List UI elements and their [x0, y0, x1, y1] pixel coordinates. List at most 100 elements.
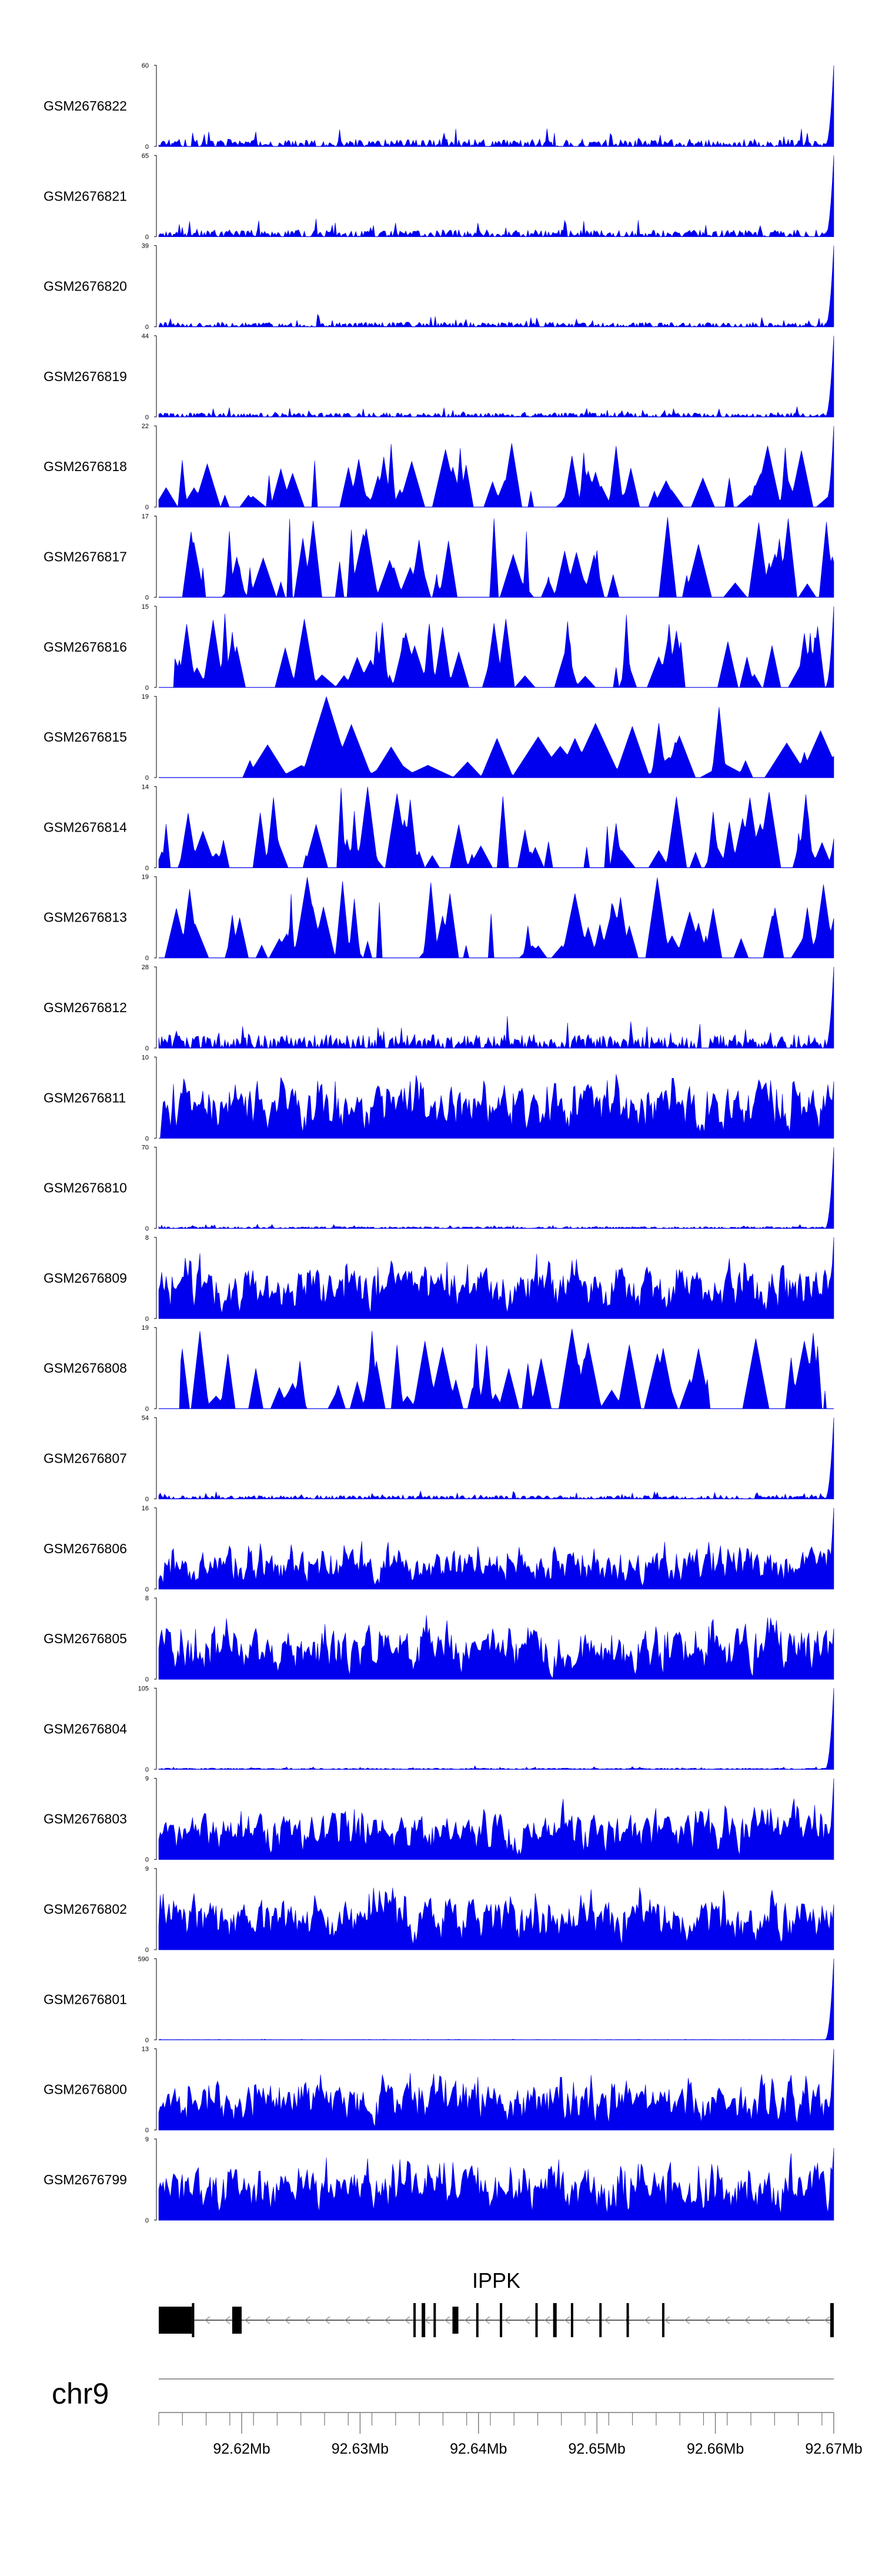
coverage-area	[158, 426, 834, 508]
y-axis-max-label: 10	[142, 1054, 149, 1061]
strand-arrow	[804, 2316, 810, 2324]
track-label: GSM2676820	[44, 279, 127, 294]
y-axis-min-label: 0	[145, 2217, 149, 2224]
track-label: GSM2676802	[44, 1901, 127, 1917]
gene-exon	[413, 2303, 416, 2337]
y-axis-min-label: 0	[145, 233, 149, 241]
track-label: GSM2676811	[44, 1090, 126, 1105]
strand-arrow	[724, 2316, 730, 2324]
coverage-track: GSM2676817 17 0	[44, 513, 834, 602]
gene-model: IPPK	[159, 2268, 834, 2337]
y-axis-max-label: 16	[142, 1505, 149, 1512]
coverage-area	[159, 606, 834, 688]
track-label: GSM2676800	[44, 2082, 127, 2097]
coverage-track: GSM2676813 19 0	[44, 874, 834, 962]
coverage-area	[158, 1147, 834, 1229]
strand-arrow	[784, 2316, 790, 2324]
strand-arrow	[285, 2316, 290, 2324]
coverage-area	[159, 696, 834, 778]
track-label: GSM2676818	[44, 459, 127, 474]
track-label: GSM2676816	[44, 639, 127, 655]
y-axis-max-label: 9	[145, 2136, 149, 2143]
strand-arrow	[684, 2316, 690, 2324]
coverage-track: GSM2676819 44 0	[44, 333, 834, 421]
coverage-area	[158, 2148, 834, 2221]
y-axis-max-label: 14	[142, 783, 149, 790]
gene-exon	[599, 2303, 602, 2337]
gene-exon	[452, 2307, 459, 2334]
coverage-track: GSM2676815 19 0	[44, 693, 834, 782]
gene-exon	[422, 2303, 426, 2337]
track-label: GSM2676813	[44, 910, 127, 925]
track-label: GSM2676806	[44, 1541, 127, 1556]
y-axis-max-label: 15	[142, 603, 149, 610]
track-label: GSM2676809	[44, 1270, 127, 1286]
strand-arrow	[265, 2316, 270, 2324]
coverage-area	[159, 517, 834, 598]
y-axis-min-label: 0	[145, 414, 149, 421]
y-axis-max-label: 8	[145, 1595, 149, 1602]
coverage-track: GSM2676821 65 0	[44, 152, 834, 241]
strand-arrow	[664, 2316, 670, 2324]
genome-axis: chr9 92.62Mb 92.63Mb 92.64Mb 92.65Mb 92.66Mb 9…	[52, 2377, 863, 2457]
strand-arrow	[245, 2316, 250, 2324]
y-axis-min-label: 0	[145, 595, 149, 602]
track-label: GSM2676821	[44, 188, 127, 203]
y-axis-max-label: 17	[142, 513, 149, 520]
coverage-track: GSM2676818 22 0	[44, 423, 834, 511]
coverage-area	[159, 1329, 834, 1409]
y-axis-max-label: 70	[142, 1144, 149, 1152]
coverage-area	[158, 155, 834, 238]
y-axis-min-label: 0	[145, 2037, 149, 2044]
track-label: GSM2676815	[44, 729, 127, 745]
y-axis-max-label: 44	[142, 333, 149, 340]
y-axis-min-label: 0	[145, 1135, 149, 1142]
coverage-track: GSM2676810 70 0	[44, 1144, 834, 1233]
y-axis-min-label: 0	[145, 865, 149, 872]
coverage-area	[158, 1958, 834, 2040]
track-label: GSM2676817	[44, 549, 127, 565]
coverage-track: GSM2676809 8 0	[44, 1234, 834, 1323]
track-label: GSM2676803	[44, 1811, 127, 1827]
strand-arrow	[524, 2316, 530, 2324]
track-label: GSM2676804	[44, 1721, 127, 1736]
y-axis-max-label: 19	[142, 693, 149, 700]
y-axis-max-label: 60	[142, 62, 149, 69]
strand-arrow	[764, 2316, 770, 2324]
coverage-track: GSM2676820 39 0	[44, 243, 834, 331]
y-axis-min-label: 0	[145, 1406, 149, 1413]
coverage-track: GSM2676805 8 0	[44, 1595, 834, 1683]
y-axis-min-label: 0	[145, 1947, 149, 1954]
coverage-area	[158, 1507, 834, 1590]
y-axis-max-label: 590	[138, 1956, 149, 1963]
coverage-track: GSM2676802 9 0	[44, 1866, 834, 1954]
y-axis-min-label: 0	[145, 1766, 149, 1773]
tick-label: 92.64Mb	[450, 2441, 507, 2457]
strand-arrow	[485, 2316, 490, 2324]
strand-arrow	[544, 2316, 550, 2324]
y-axis-max-label: 19	[142, 874, 149, 881]
y-axis-min-label: 0	[145, 324, 149, 331]
strand-arrow	[564, 2316, 570, 2324]
coverage-track: GSM2676799 9 0	[44, 2136, 834, 2224]
y-axis-max-label: 22	[142, 423, 149, 430]
strand-arrow	[205, 2316, 211, 2324]
gene-exon	[476, 2303, 479, 2337]
coverage-area	[158, 1688, 834, 1770]
y-axis-max-label: 54	[142, 1415, 149, 1422]
gene-exon	[553, 2303, 557, 2337]
track-label: GSM2676799	[44, 2172, 127, 2187]
coverage-track: GSM2676814 14 0	[44, 783, 834, 872]
y-axis-max-label: 105	[138, 1685, 149, 1692]
tick-label: 92.63Mb	[332, 2441, 389, 2457]
strand-arrow	[644, 2316, 650, 2324]
strand-arrow	[445, 2316, 450, 2324]
y-axis-min-label: 0	[145, 1676, 149, 1683]
y-axis-min-label: 0	[145, 775, 149, 782]
coverage-area	[159, 1074, 834, 1139]
y-axis-min-label: 0	[145, 1586, 149, 1593]
y-axis-max-label: 9	[145, 1866, 149, 1873]
coverage-area	[158, 65, 834, 148]
gene-exon	[433, 2303, 436, 2337]
